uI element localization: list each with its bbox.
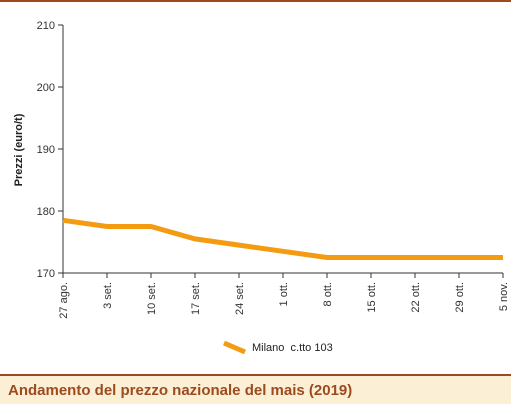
x-tick-label: 17 set. (190, 282, 202, 315)
footer-rule (0, 374, 511, 376)
y-axis: 170 180 190 200 210 (37, 20, 64, 280)
chart-title: Andamento del prezzo nazionale del mais … (8, 381, 353, 399)
legend-label: Milano c.tto 103 (252, 342, 333, 354)
x-tick-label: 24 set. (234, 282, 246, 315)
y-axis-label: Prezzi (euro/t) (13, 113, 25, 186)
x-tick-label: 10 set. (146, 282, 158, 315)
x-tick-label: 22 ott. (410, 282, 422, 313)
x-tick-label: 1 ott. (278, 282, 290, 306)
legend: Milano c.tto 103 (223, 340, 333, 355)
y-tick-label: 200 (37, 82, 55, 94)
x-tick-label: 15 ott. (366, 282, 378, 313)
x-tick-label: 5 nov. (498, 282, 510, 311)
line-chart: 170 180 190 200 210 27 ago. 3 set. 10 set. 17 s… (13, 20, 510, 355)
x-axis: 27 ago. 3 set. 10 set. 17 set. 24 set. 1 ott.… (58, 272, 510, 319)
x-tick-label: 3 set. (102, 282, 114, 309)
y-tick-label: 210 (37, 20, 55, 32)
top-rule (0, 0, 511, 2)
legend-swatch (223, 340, 246, 355)
y-tick-label: 170 (37, 268, 55, 280)
series-group (62, 217, 503, 260)
x-tick-label: 8 ott. (322, 282, 334, 306)
series-line (62, 217, 503, 260)
x-tick-label: 27 ago. (58, 282, 70, 319)
x-tick-label: 29 ott. (454, 282, 466, 313)
y-tick-label: 190 (37, 144, 55, 156)
footer-banner: Andamento del prezzo nazionale del mais … (0, 376, 511, 404)
y-tick-label: 180 (37, 206, 55, 218)
